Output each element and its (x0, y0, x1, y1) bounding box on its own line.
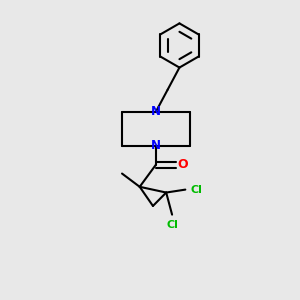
Text: N: N (151, 105, 161, 118)
Text: Cl: Cl (190, 184, 202, 195)
Text: N: N (151, 139, 161, 152)
Text: Cl: Cl (166, 220, 178, 230)
Text: O: O (177, 158, 188, 171)
